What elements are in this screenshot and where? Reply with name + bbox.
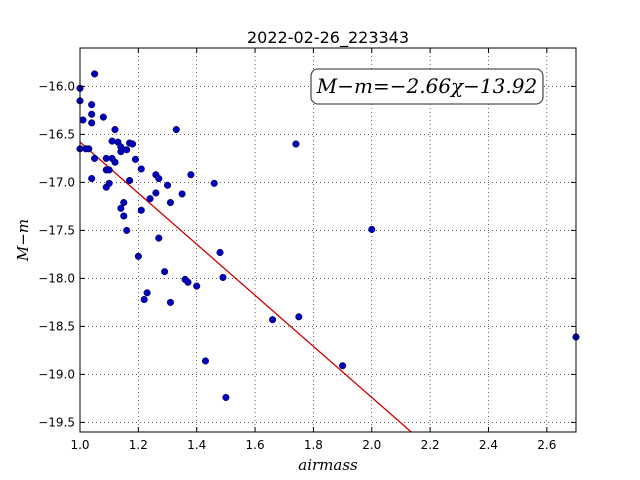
data-point [295,313,303,321]
data-point [105,166,113,174]
data-point [85,145,93,153]
x-tick-label: 2.6 [537,438,556,452]
data-point [140,295,148,304]
data-point [88,175,96,183]
data-point [219,273,227,281]
data-point [88,119,96,127]
data-point [120,199,128,207]
data-point [163,181,172,189]
x-tick-label: 2.0 [362,438,381,452]
data-point [137,165,145,173]
data-point [137,206,145,214]
chart-title: 2022-02-26_223343 [247,28,409,48]
x-tick-label: 1.6 [246,438,265,452]
data-point [152,189,160,197]
fit-line-group [79,141,412,433]
plot-area [80,48,576,432]
data-point [88,110,96,118]
x-tick-label: 1.8 [304,438,323,452]
data-point [108,137,116,145]
data-point [292,140,300,148]
axis-ticks: 1.0 1.2 1.4 1.6 1.8 2.0 2.2 2.4 2.6 −16.0 −16.5 −17… [38,48,576,452]
data-point [120,212,128,220]
data-point [269,316,277,324]
data-point [111,158,119,166]
data-point [99,113,107,121]
x-tick-label: 2.4 [479,438,498,452]
x-axis-label: airmass [298,456,358,474]
data-point [201,357,210,365]
data-point [128,140,137,148]
fit-equation-box: M−m=−2.66χ−13.92 [310,68,544,105]
data-point [210,179,218,187]
grid-lines [80,48,576,432]
data-point [166,199,174,207]
data-point [79,116,87,124]
data-point [155,234,163,242]
y-tick-label: −19.0 [38,367,75,381]
x-tick-label: 2.2 [421,438,440,452]
y-tick-label: −17.0 [38,175,75,189]
y-axis-label: M−m [14,219,32,262]
y-tick-label: −17.5 [38,223,75,237]
y-tick-label: −16.0 [38,79,75,93]
data-point [91,70,99,78]
y-tick-label: −18.5 [38,319,75,333]
data-point [91,154,99,162]
x-tick-label: 1.4 [187,438,206,452]
data-point [339,362,347,370]
fit-equation: M−m=−2.66χ−13.92 [316,74,537,98]
data-point [131,155,139,163]
plot-frame [79,47,577,433]
data-point [123,226,131,234]
data-point [143,289,151,297]
data-point [222,393,230,401]
data-point [111,126,119,134]
data-point [126,176,134,185]
data-point [178,190,186,198]
x-tick-label: 1.2 [129,438,148,452]
fit-line [79,141,412,433]
x-tick-label: 1.0 [70,438,89,452]
data-points [76,70,580,401]
data-point [123,146,131,154]
data-point [166,298,174,306]
y-tick-label: −18.0 [38,271,75,285]
data-point [88,101,96,109]
data-point [117,204,125,212]
data-point [187,171,195,179]
data-point [184,278,192,286]
data-point [172,126,180,134]
data-point [134,252,142,260]
y-tick-label: −19.5 [38,415,75,429]
data-point [155,175,163,183]
data-point [105,179,113,187]
data-point [193,282,201,290]
data-point [216,248,224,257]
data-point [161,268,169,276]
equation-box-frame [310,68,544,105]
data-point [146,195,154,203]
y-tick-label: −16.5 [38,127,75,141]
data-point [368,225,376,233]
